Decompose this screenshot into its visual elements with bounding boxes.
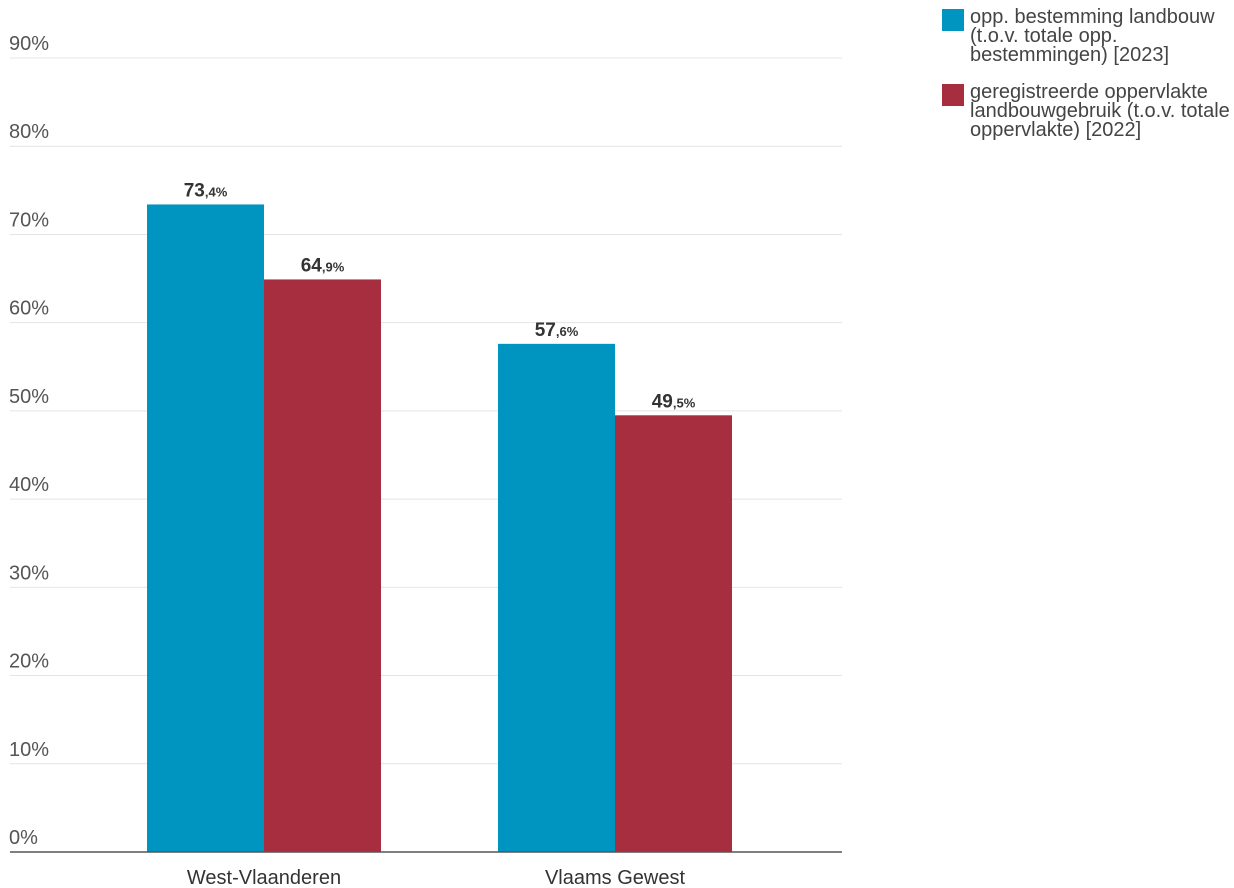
legend: opp. bestemming landbouw (t.o.v. totale …: [942, 6, 1234, 158]
data-label: 57,6%: [535, 320, 579, 341]
y-tick-label: 80%: [9, 121, 49, 143]
y-tick-label: 10%: [9, 739, 49, 761]
bar[interactable]: [615, 415, 732, 852]
data-label: 73,4%: [184, 180, 228, 201]
x-tick-label: West-Vlaanderen: [187, 867, 341, 888]
bar[interactable]: [498, 343, 615, 852]
bar[interactable]: [264, 279, 381, 853]
legend-label-series-1: opp. bestemming landbouw (t.o.v. totale …: [970, 6, 1215, 66]
y-tick-label: 60%: [9, 298, 49, 320]
legend-label-series-2: geregistreerde oppervlakte landbouwgebru…: [970, 81, 1230, 141]
y-tick-label: 90%: [9, 33, 49, 55]
data-label: 64,9%: [301, 255, 345, 276]
legend-swatch-series-2: [942, 84, 964, 106]
legend-item-series-2[interactable]: geregistreerde oppervlakte landbouwgebru…: [942, 81, 1234, 141]
data-label: 49,5%: [652, 391, 696, 412]
y-tick-label: 40%: [9, 474, 49, 496]
legend-swatch-series-1: [942, 9, 964, 31]
y-tick-label: 0%: [9, 827, 38, 849]
y-tick-label: 50%: [9, 386, 49, 408]
y-tick-label: 30%: [9, 562, 49, 584]
bar[interactable]: [147, 204, 264, 853]
legend-item-series-1[interactable]: opp. bestemming landbouw (t.o.v. totale …: [942, 6, 1234, 66]
x-tick-label: Vlaams Gewest: [545, 867, 685, 888]
y-tick-label: 70%: [9, 209, 49, 231]
y-tick-label: 20%: [9, 651, 49, 673]
